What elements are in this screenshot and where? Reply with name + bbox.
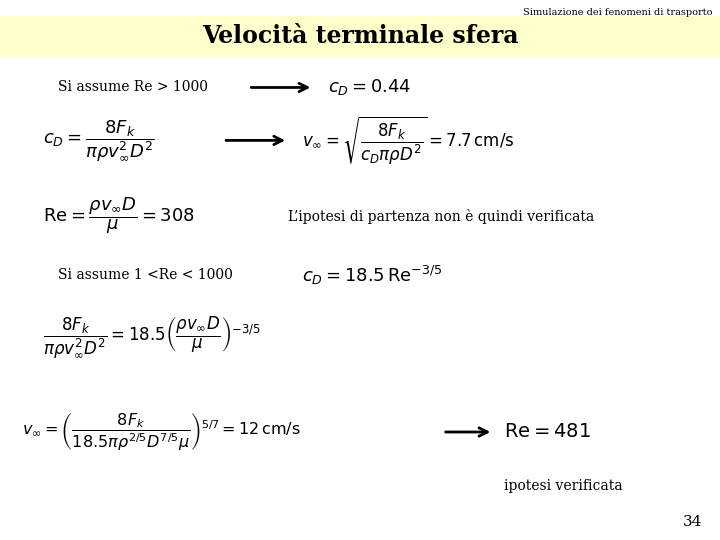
Text: $\dfrac{8F_k}{\pi\rho v_{\infty}^2 D^2} = 18.5\left(\dfrac{\rho v_{\infty} D}{\m: $\dfrac{8F_k}{\pi\rho v_{\infty}^2 D^2} … bbox=[43, 315, 261, 360]
Text: $c_D = 0.44$: $c_D = 0.44$ bbox=[328, 77, 411, 98]
Text: ipotesi verificata: ipotesi verificata bbox=[504, 479, 623, 493]
Text: $v_{\infty} = \sqrt{\dfrac{8F_k}{c_D \pi\rho D^2}} = 7.7\,\mathrm{cm/s}$: $v_{\infty} = \sqrt{\dfrac{8F_k}{c_D \pi… bbox=[302, 114, 515, 167]
Text: $c_D = 18.5\,\mathrm{Re}^{-3/5}$: $c_D = 18.5\,\mathrm{Re}^{-3/5}$ bbox=[302, 264, 443, 287]
Text: Velocità terminale sfera: Velocità terminale sfera bbox=[202, 24, 518, 48]
Text: Si assume Re > 1000: Si assume Re > 1000 bbox=[58, 80, 207, 94]
Text: $c_D = \dfrac{8F_k}{\pi\rho v_{\infty}^2 D^2}$: $c_D = \dfrac{8F_k}{\pi\rho v_{\infty}^2… bbox=[43, 118, 155, 163]
Text: Si assume 1 <Re < 1000: Si assume 1 <Re < 1000 bbox=[58, 268, 233, 282]
Text: $v_{\infty} = \left(\dfrac{8F_k}{18.5\pi\rho^{2/5} D^{7/5}\mu}\right)^{5/7} = 12: $v_{\infty} = \left(\dfrac{8F_k}{18.5\pi… bbox=[22, 411, 300, 453]
Text: 34: 34 bbox=[683, 515, 702, 529]
Text: Simulazione dei fenomeni di trasporto: Simulazione dei fenomeni di trasporto bbox=[523, 8, 713, 17]
Text: $\mathrm{Re} = \dfrac{\rho v_{\infty} D}{\mu} = 308$: $\mathrm{Re} = \dfrac{\rho v_{\infty} D}… bbox=[43, 195, 195, 237]
Text: L’ipotesi di partenza non è quindi verificata: L’ipotesi di partenza non è quindi verif… bbox=[288, 208, 594, 224]
FancyBboxPatch shape bbox=[0, 16, 720, 57]
Text: $\mathrm{Re} = 481$: $\mathrm{Re} = 481$ bbox=[504, 423, 591, 441]
